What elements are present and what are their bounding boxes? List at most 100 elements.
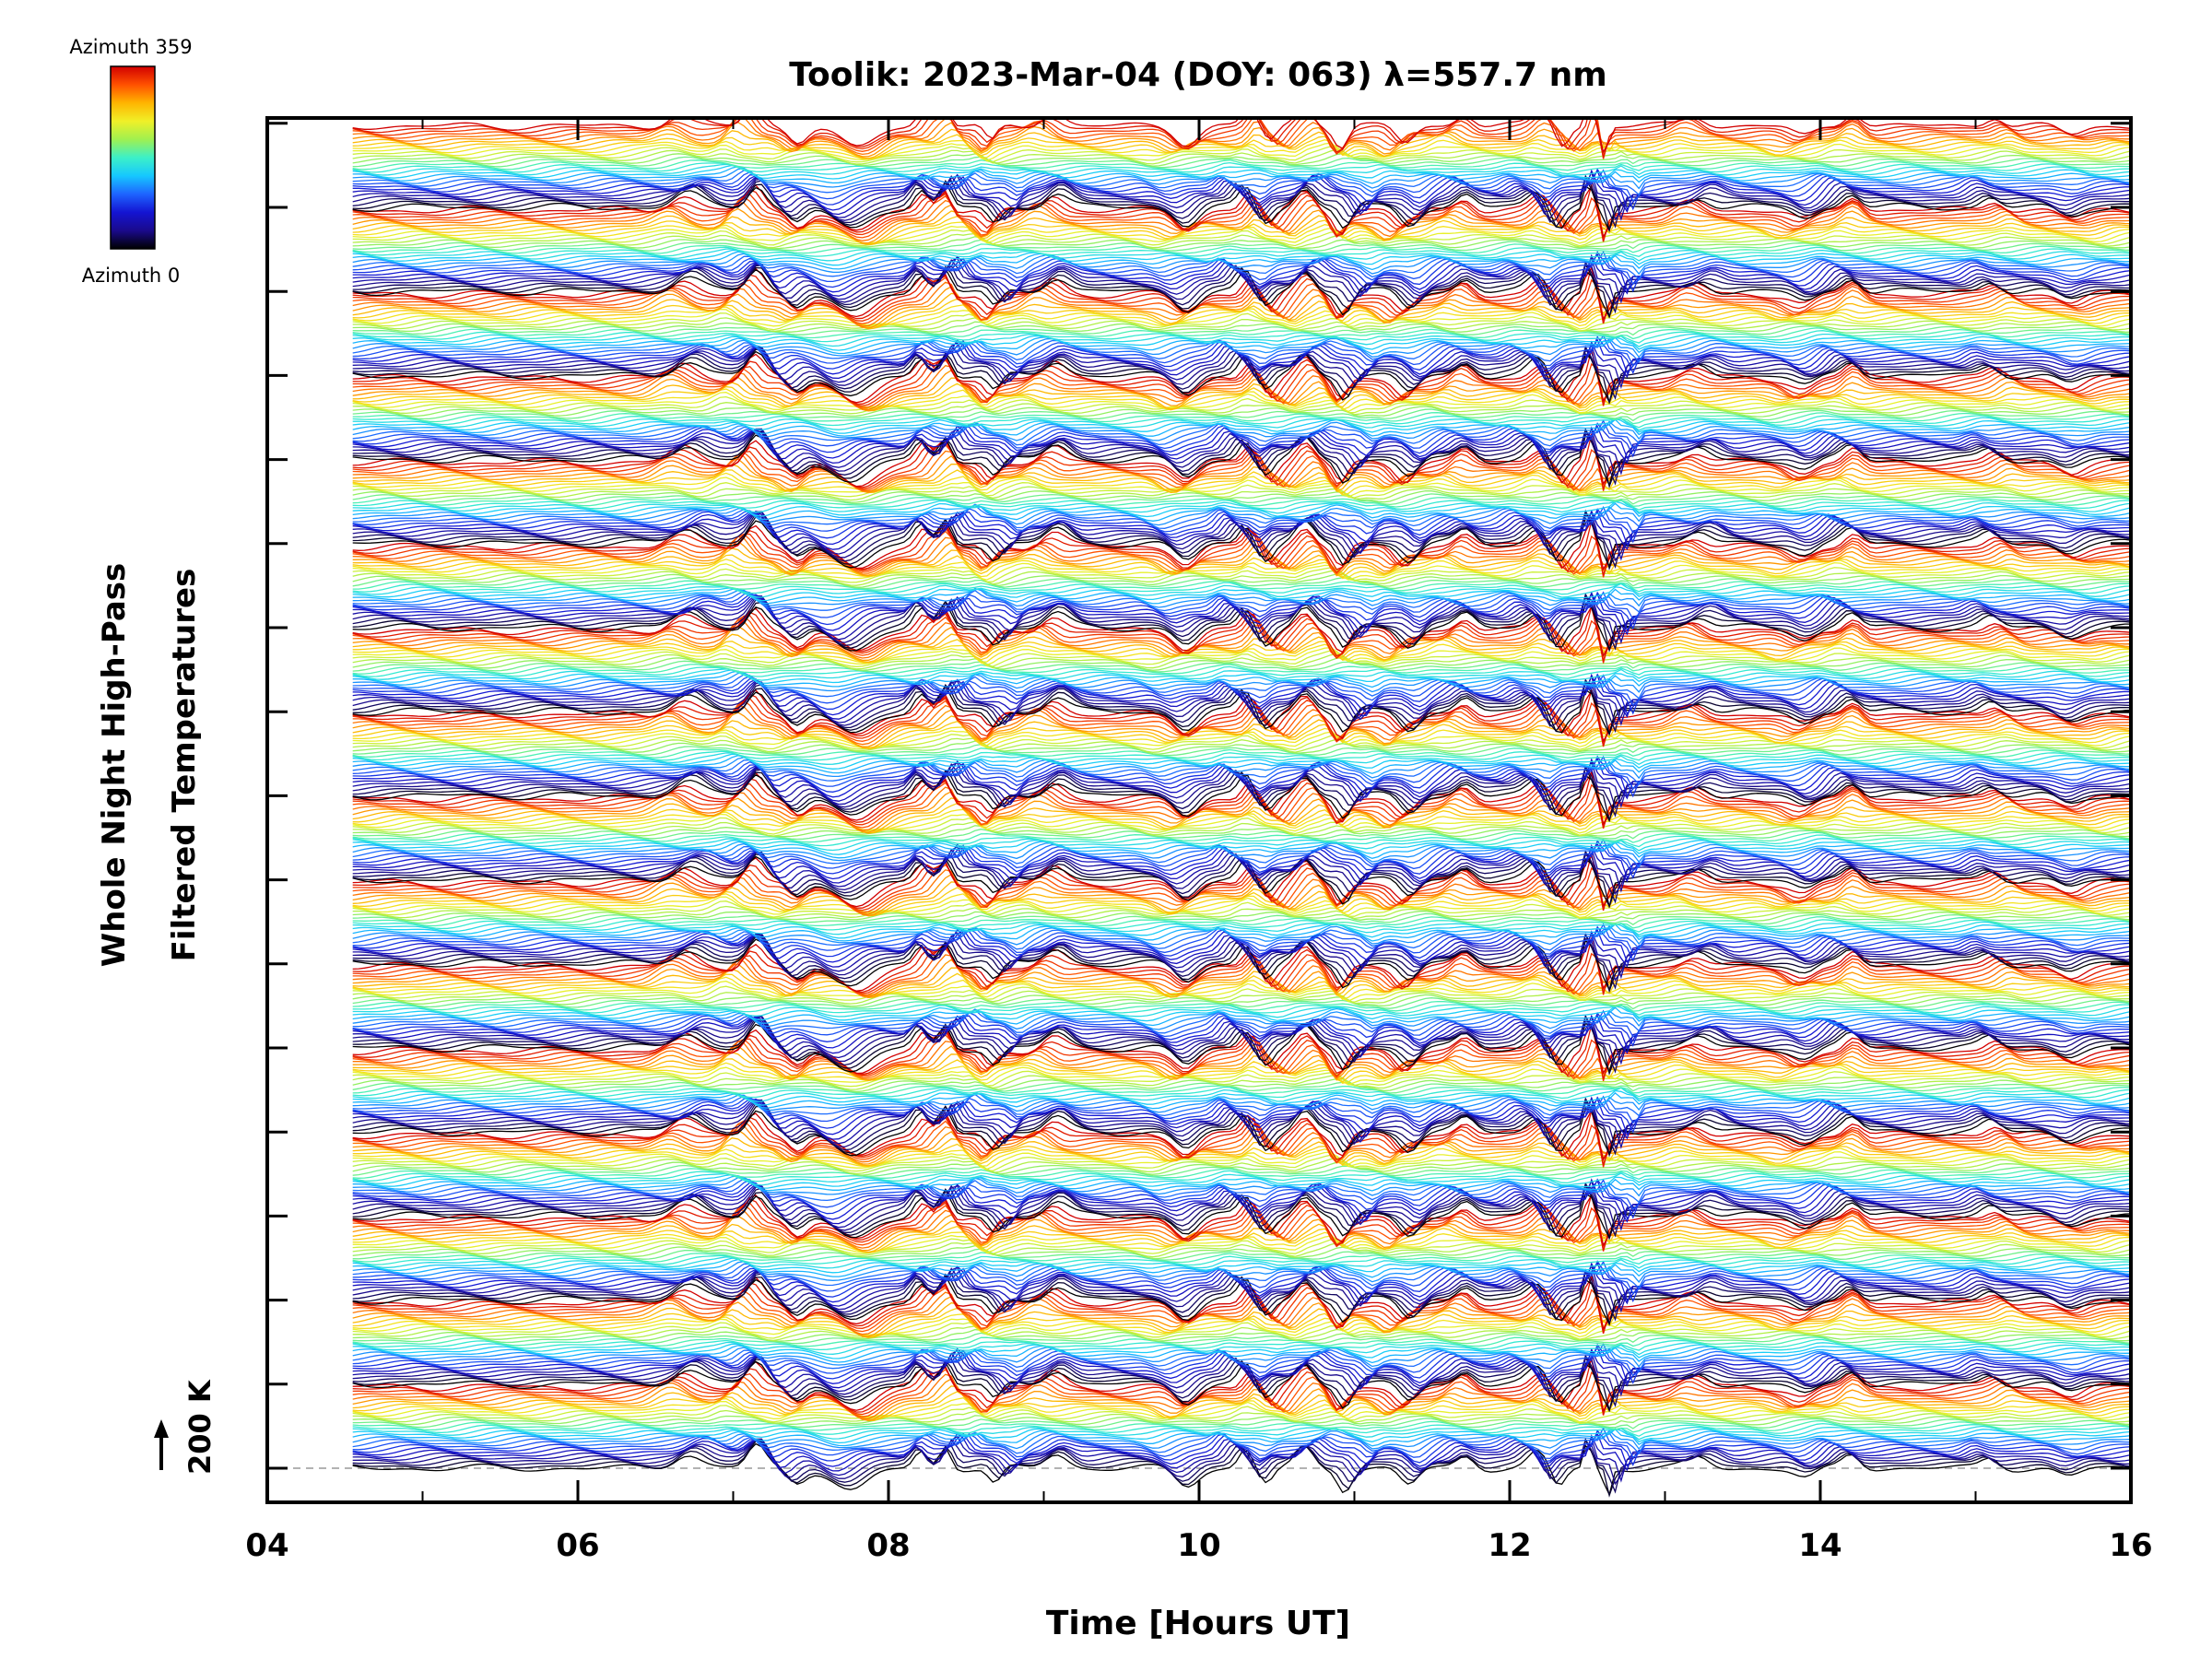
- azimuth-trace-line: [352, 118, 2131, 154]
- azimuth-trace-line: [352, 499, 2131, 514]
- azimuth-trace-line: [352, 757, 2131, 780]
- azimuth-trace-line: [352, 427, 2131, 476]
- azimuth-trace-line: [352, 1241, 2131, 1258]
- azimuth-trace-line: [352, 1248, 2131, 1261]
- azimuth-trace-line: [352, 896, 2131, 919]
- azimuth-trace-line: [352, 619, 2131, 659]
- azimuth-trace-line: [352, 1004, 2131, 1016]
- azimuth-trace-line: [352, 422, 2131, 458]
- azimuth-trace-line: [352, 837, 2131, 852]
- azimuth-trace-line: [352, 752, 2131, 766]
- azimuth-trace-line: [352, 1006, 2131, 1027]
- azimuth-trace-line: [352, 680, 2131, 736]
- azimuth-trace-line: [352, 675, 2131, 726]
- azimuth-trace-line: [352, 1225, 2131, 1253]
- azimuth-trace-line: [352, 1341, 2131, 1356]
- x-tick-label: 10: [1177, 1527, 1220, 1564]
- azimuth-trace-line: [352, 489, 2131, 503]
- azimuth-trace-line: [352, 1000, 2131, 1012]
- azimuth-trace-line: [352, 753, 2131, 770]
- azimuth-trace-line: [352, 493, 2131, 506]
- x-axis-title: Time [Hours UT]: [1046, 1605, 1350, 1642]
- azimuth-trace-line: [352, 324, 2131, 336]
- azimuth-trace-line: [352, 905, 2131, 920]
- azimuth-trace-line: [352, 921, 2131, 936]
- azimuth-trace-line: [352, 1400, 2131, 1423]
- azimuth-trace-line: [352, 831, 2131, 843]
- azimuth-trace-line: [352, 503, 2131, 526]
- scale-bar-label: 200 K: [182, 1379, 218, 1475]
- azimuth-trace-line: [352, 509, 2131, 570]
- azimuth-trace-line: [352, 910, 2131, 922]
- azimuth-trace-line: [352, 464, 2131, 494]
- azimuth-trace-line: [352, 704, 2131, 746]
- azimuth-trace-line: [352, 573, 2131, 588]
- azimuth-trace-line: [352, 561, 2131, 581]
- azimuth-trace-line: [352, 829, 2131, 841]
- azimuth-trace-line: [352, 1373, 2131, 1419]
- azimuth-trace-line: [352, 1343, 2131, 1359]
- azimuth-trace-line: [352, 1070, 2131, 1088]
- azimuth-trace-line: [352, 715, 2131, 749]
- azimuth-trace-line: [352, 519, 2131, 571]
- azimuth-trace-line: [352, 674, 2131, 700]
- azimuth-trace-line: [352, 945, 2131, 995]
- azimuth-trace-line: [352, 339, 2131, 380]
- azimuth-trace-line: [352, 359, 2131, 409]
- azimuth-trace-line: [352, 592, 2131, 645]
- azimuth-trace-line: [352, 286, 2131, 329]
- y-axis-title-line1: Whole Night High-Pass: [96, 563, 133, 968]
- azimuth-trace-line: [352, 656, 2131, 671]
- azimuth-trace-line: [352, 1151, 2131, 1171]
- azimuth-trace-line: [352, 720, 2131, 749]
- azimuth-trace-line: [352, 255, 2131, 281]
- azimuth-trace-line: [352, 1295, 2131, 1337]
- azimuth-trace-line: [352, 146, 2131, 163]
- azimuth-trace-line: [352, 251, 2131, 271]
- azimuth-trace-line: [352, 1405, 2131, 1424]
- azimuth-trace-line: [352, 434, 2131, 490]
- azimuth-trace-line: [352, 1328, 2131, 1342]
- azimuth-trace-line: [352, 424, 2131, 460]
- azimuth-trace-line: [352, 1194, 2131, 1247]
- azimuth-trace-line: [352, 418, 2131, 437]
- azimuth-trace-line: [352, 1120, 2131, 1168]
- azimuth-trace-line: [352, 1257, 2131, 1274]
- azimuth-trace-line: [352, 1427, 2131, 1460]
- azimuth-trace-line: [352, 967, 2131, 998]
- azimuth-trace-line: [352, 421, 2131, 447]
- azimuth-trace-line: [352, 1435, 2131, 1483]
- azimuth-trace-line: [352, 1287, 2131, 1333]
- azimuth-trace-line: [352, 985, 2131, 1003]
- azimuth-trace-line: [352, 1087, 2131, 1102]
- azimuth-trace-line: [352, 167, 2131, 190]
- azimuth-trace-line: [352, 1009, 2131, 1034]
- azimuth-trace-line: [352, 797, 2131, 834]
- azimuth-trace-line: [352, 1391, 2131, 1421]
- azimuth-trace-line: [352, 428, 2131, 489]
- azimuth-trace-line: [352, 821, 2131, 837]
- azimuth-trace-line: [352, 1096, 2131, 1134]
- azimuth-trace-line: [352, 616, 2131, 663]
- azimuth-trace-line: [352, 1045, 2131, 1081]
- azimuth-trace-line: [352, 593, 2131, 632]
- colorbar-top-label: Azimuth 359: [69, 36, 192, 58]
- azimuth-trace-line: [352, 443, 2131, 491]
- azimuth-trace-line: [352, 924, 2131, 942]
- azimuth-trace-line: [352, 1110, 2131, 1166]
- azimuth-trace-line: [352, 128, 2131, 159]
- azimuth-trace-line: [352, 1173, 2131, 1189]
- azimuth-trace-line: [352, 317, 2131, 333]
- azimuth-trace-line: [352, 1172, 2131, 1186]
- azimuth-trace-line: [352, 336, 2131, 355]
- azimuth-trace-line: [352, 263, 2131, 319]
- azimuth-trace-line: [352, 526, 2131, 578]
- azimuth-trace-line: [352, 916, 2131, 929]
- azimuth-trace-line: [352, 1124, 2131, 1164]
- azimuth-trace-line: [352, 1178, 2131, 1204]
- azimuth-trace-line: [352, 1332, 2131, 1345]
- azimuth-trace-line: [352, 1244, 2131, 1260]
- azimuth-trace-line: [352, 364, 2131, 410]
- azimuth-trace-line: [352, 997, 2131, 1010]
